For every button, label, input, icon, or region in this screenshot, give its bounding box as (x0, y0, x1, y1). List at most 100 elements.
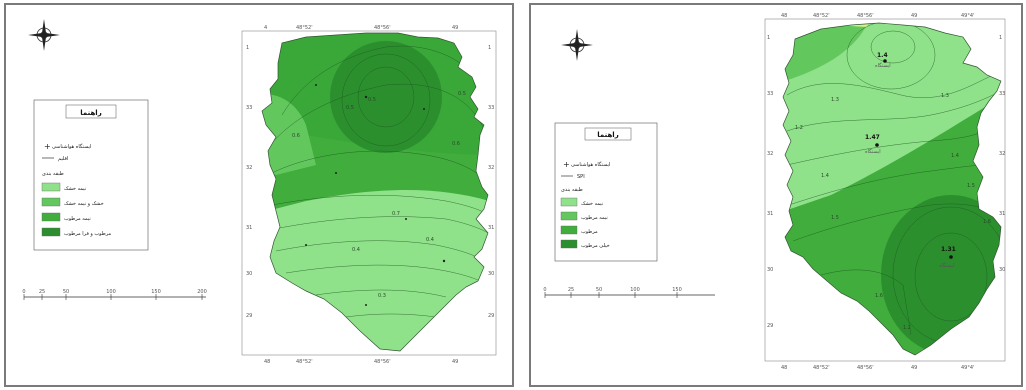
svg-text:0: 0 (22, 289, 25, 295)
svg-text:48: 48 (781, 365, 787, 371)
left-ticks: 1 33 32 31 30 29 (767, 35, 773, 329)
svg-text:32: 32 (999, 151, 1005, 157)
svg-text:49°4': 49°4' (961, 365, 974, 371)
contour-label: 1.2 (795, 125, 803, 131)
svg-text:100: 100 (106, 289, 116, 295)
svg-text:48°52': 48°52' (296, 25, 313, 31)
svg-text:150: 150 (151, 289, 161, 295)
svg-text:49: 49 (911, 365, 917, 371)
scale-bar: 0 25 50 100 150 (543, 287, 715, 298)
svg-text:48°56': 48°56' (857, 365, 874, 371)
svg-text:48: 48 (264, 359, 270, 365)
svg-text:48°52': 48°52' (296, 359, 313, 365)
province-fill (262, 33, 488, 351)
svg-text:33: 33 (767, 91, 773, 97)
legend-item-station: + ایستگاه هواشناسی (563, 160, 610, 169)
svg-text:SPI: SPI (577, 174, 585, 180)
svg-text:1: 1 (767, 35, 770, 41)
legend-class-4: خیلی مرطوب (560, 239, 610, 249)
bottom-ticks: 48 48°52' 48°56' 49 (264, 359, 458, 365)
map-frame (764, 18, 1006, 362)
svg-text:1.31: 1.31 (941, 246, 956, 253)
right-ticks: 1 33 32 31 30 29 (488, 45, 494, 319)
svg-text:29: 29 (246, 313, 252, 319)
contour-label: 0.5 (346, 105, 354, 111)
map-panel-right: 1.4 ایستگاه 1.47 ایستگاه 1.31 ایستگاه 1.… (529, 3, 1023, 387)
contour-label: 1.4 (821, 173, 829, 179)
svg-text:30: 30 (488, 271, 494, 277)
svg-text:ایستگاه هواشناسی: ایستگاه هواشناسی (571, 161, 610, 168)
svg-text:48: 48 (781, 13, 787, 19)
svg-text:200: 200 (197, 289, 207, 295)
svg-text:4: 4 (264, 25, 267, 31)
top-ticks: 4 48°52' 48°56' 49 (264, 25, 458, 31)
map-frame (241, 30, 497, 356)
svg-text:خیلی مرطوب: خیلی مرطوب (581, 243, 610, 249)
svg-text:1.4: 1.4 (877, 52, 888, 59)
svg-text:31: 31 (488, 225, 494, 231)
top-ticks: 48 48°52' 48°56' 49 49°4' (781, 13, 974, 19)
svg-text:49: 49 (911, 13, 917, 19)
svg-text:33: 33 (488, 105, 494, 111)
legend-title: راهنما (597, 131, 618, 139)
legend-class-1: نیمه خشک (560, 197, 603, 207)
svg-text:100: 100 (630, 287, 640, 293)
map-canvas-right: 1.4 ایستگاه 1.47 ایستگاه 1.31 ایستگاه 1.… (543, 13, 1006, 371)
legend-class-2: خشک و نیمه خشک (41, 197, 104, 207)
svg-text:48°52': 48°52' (813, 13, 830, 19)
right-ticks: 1 33 32 31 30 (999, 35, 1005, 273)
legend-class-3: نیمه مرطوب (41, 212, 91, 222)
station-markers (305, 84, 446, 306)
svg-text:29: 29 (488, 313, 494, 319)
legend: راهنما + ایستگاه هواشناسی SPI طبقه بندی … (554, 122, 658, 262)
north-arrow-icon (28, 19, 60, 51)
contour-label: 0.7 (392, 211, 400, 217)
scale-bar: 0 25 50 100 150 200 (22, 289, 207, 300)
legend-class-heading: طبقه بندی (42, 171, 64, 177)
map-panel-left: 0.5 0.5 0.5 0.6 0.6 0.7 0.4 0.4 0.3 4 48… (4, 3, 514, 387)
contour-label: 1.6 (875, 293, 883, 299)
svg-text:1.47: 1.47 (865, 134, 880, 141)
contour-label: 1.3 (831, 97, 839, 103)
north-arrow-icon (561, 29, 593, 61)
svg-text:ایستگاه: ایستگاه (865, 148, 881, 155)
legend-class-heading: طبقه بندی (561, 187, 583, 193)
province-fill (783, 23, 1001, 355)
legend-item-isoline: SPI (561, 174, 585, 180)
svg-text:اقلیم: اقلیم (58, 156, 68, 162)
legend-class-4: مرطوب و فرا مرطوب (41, 227, 111, 237)
svg-text:ایستگاه: ایستگاه (939, 262, 955, 269)
svg-text:29: 29 (767, 323, 773, 329)
contour-label: 0.4 (426, 237, 434, 243)
svg-text:مرطوب و فرا مرطوب: مرطوب و فرا مرطوب (64, 231, 111, 237)
contour-label: 1.2 (903, 325, 911, 331)
svg-text:49: 49 (452, 25, 458, 31)
svg-text:50: 50 (596, 287, 602, 293)
svg-text:48°56': 48°56' (374, 359, 391, 365)
legend-class-3: مرطوب (560, 225, 598, 235)
station-symbol-icon: + (563, 160, 570, 169)
svg-text:30: 30 (767, 267, 773, 273)
svg-text:48°56': 48°56' (374, 25, 391, 31)
legend-item-isoline: اقلیم (42, 156, 68, 162)
province-border (782, 22, 1002, 356)
legend-class-2: نیمه مرطوب (560, 211, 608, 221)
svg-text:31: 31 (999, 211, 1005, 217)
svg-text:25: 25 (39, 289, 45, 295)
svg-text:نیمه مرطوب: نیمه مرطوب (64, 216, 91, 222)
svg-text:30: 30 (999, 267, 1005, 273)
svg-text:خشک و نیمه خشک: خشک و نیمه خشک (64, 201, 104, 207)
legend-title: راهنما (80, 109, 101, 117)
svg-text:مرطوب: مرطوب (581, 229, 598, 235)
station-2: 1.47 ایستگاه (865, 134, 881, 155)
contour-label: 1.3 (941, 93, 949, 99)
contour-label: 1.5 (831, 215, 839, 221)
contour-label: 0.3 (378, 293, 386, 299)
station-1: 1.4 ایستگاه (875, 52, 891, 69)
svg-text:31: 31 (246, 225, 252, 231)
svg-text:50: 50 (63, 289, 69, 295)
svg-text:49°4': 49°4' (961, 13, 974, 19)
station-3: 1.31 ایستگاه (939, 246, 956, 269)
svg-text:نیمه خشک: نیمه خشک (581, 201, 603, 207)
contour-label: 1.5 (967, 183, 975, 189)
